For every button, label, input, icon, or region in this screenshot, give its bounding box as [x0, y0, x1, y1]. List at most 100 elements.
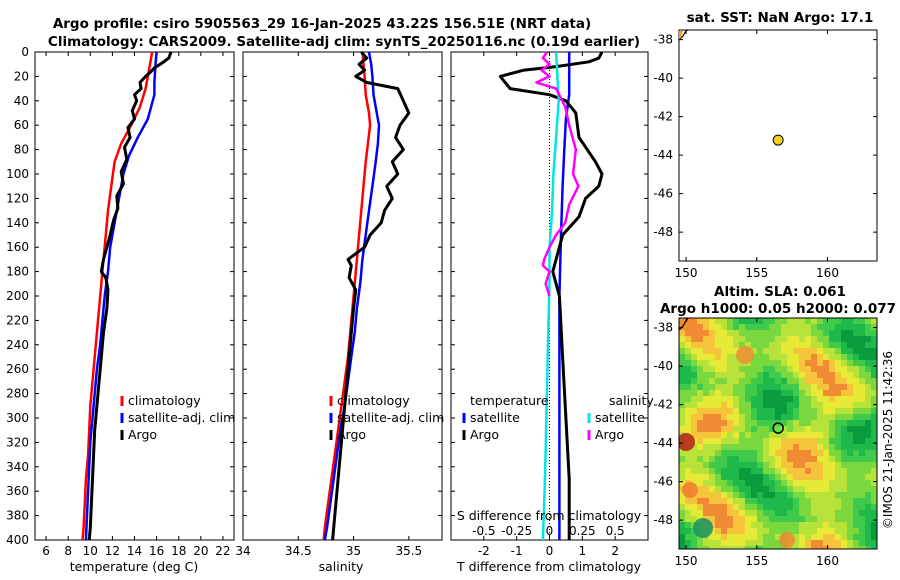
heatmap-cell — [679, 342, 685, 348]
heatmap-cell — [703, 426, 709, 432]
heatmap-cell — [871, 498, 877, 504]
heatmap-cell — [757, 480, 763, 486]
heatmap-cell — [697, 378, 703, 384]
top-tick-label: -0.5 — [472, 524, 495, 538]
heatmap-cell — [871, 444, 877, 450]
heatmap-cell — [811, 462, 817, 468]
heatmap-cell — [727, 480, 733, 486]
heatmap-cell — [787, 354, 793, 360]
heatmap-cell — [709, 432, 715, 438]
heatmap-cell — [835, 426, 841, 432]
heatmap-cell — [823, 546, 829, 549]
heatmap-cell — [685, 348, 691, 354]
heatmap-cell — [733, 414, 739, 420]
y-tick-label: 340 — [6, 460, 29, 474]
series-line-climatology — [322, 51, 372, 541]
heatmap-cell — [763, 360, 769, 366]
heatmap-cell — [697, 414, 703, 420]
heatmap-cell — [739, 462, 745, 468]
heatmap-cell — [715, 450, 721, 456]
heatmap-cell — [811, 522, 817, 528]
heatmap-cell — [793, 348, 799, 354]
heatmap-cell — [709, 456, 715, 462]
heatmap-cell — [721, 354, 727, 360]
heatmap-cell — [817, 426, 823, 432]
heatmap-cell — [787, 522, 793, 528]
heatmap-cell — [829, 396, 835, 402]
heatmap-cell — [847, 414, 853, 420]
heatmap-cell — [787, 474, 793, 480]
heatmap-cell — [739, 456, 745, 462]
heatmap-cell — [751, 504, 757, 510]
heatmap-cell — [805, 324, 811, 330]
heatmap-cell — [793, 468, 799, 474]
salinity-xlabel: salinity — [319, 559, 364, 574]
heatmap-cell — [781, 396, 787, 402]
heatmap-cell — [847, 474, 853, 480]
heatmap-cell — [805, 468, 811, 474]
heatmap-cell — [805, 402, 811, 408]
heatmap-cell — [685, 336, 691, 342]
heatmap-cell — [853, 510, 859, 516]
heatmap-cell — [841, 330, 847, 336]
heatmap-cell — [817, 546, 823, 549]
heatmap-cell — [799, 492, 805, 498]
heatmap-cell — [835, 540, 841, 546]
heatmap-cell — [823, 444, 829, 450]
heatmap-cell — [853, 456, 859, 462]
heatmap-cell — [685, 366, 691, 372]
heatmap-cell — [739, 444, 745, 450]
heatmap-cell — [871, 462, 877, 468]
heatmap-cell — [787, 384, 793, 390]
heatmap-cell — [793, 432, 799, 438]
y-tick-label: 120 — [6, 191, 29, 205]
heatmap-cell — [751, 450, 757, 456]
heatmap-cell — [847, 528, 853, 534]
heatmap-cell — [745, 342, 751, 348]
x-tick-label: 6 — [42, 544, 50, 558]
heatmap-cell — [781, 354, 787, 360]
heatmap-cell — [685, 354, 691, 360]
heatmap-cell — [697, 384, 703, 390]
heatmap-cell — [781, 390, 787, 396]
heatmap-cell — [799, 384, 805, 390]
heatmap-cell — [811, 360, 817, 366]
y-tick-label: 220 — [6, 313, 29, 327]
heatmap-cell — [841, 432, 847, 438]
heatmap-cell — [751, 522, 757, 528]
heatmap-cell — [829, 318, 835, 324]
heatmap-cell — [847, 408, 853, 414]
heatmap-cell — [805, 450, 811, 456]
heatmap-cell — [745, 426, 751, 432]
heatmap-cell — [841, 474, 847, 480]
heatmap-cell — [859, 438, 865, 444]
heatmap-cell — [781, 408, 787, 414]
heatmap-cell — [679, 456, 685, 462]
heatmap-cell — [781, 414, 787, 420]
heatmap-cell — [745, 486, 751, 492]
heatmap-cell — [841, 360, 847, 366]
heatmap-cell — [859, 504, 865, 510]
heatmap-cell — [769, 426, 775, 432]
map-frame — [678, 317, 878, 550]
heatmap-cell — [787, 528, 793, 534]
heatmap-cell — [787, 498, 793, 504]
heatmap-cell — [835, 444, 841, 450]
heatmap-cell — [763, 492, 769, 498]
heatmap-cell — [709, 486, 715, 492]
heatmap-cell — [793, 498, 799, 504]
heatmap-cell — [835, 336, 841, 342]
heatmap-cell — [715, 402, 721, 408]
heatmap-cell — [709, 324, 715, 330]
heatmap-cell — [853, 348, 859, 354]
heatmap-cell — [805, 342, 811, 348]
heatmap-cell — [811, 378, 817, 384]
heatmap-cell — [823, 402, 829, 408]
heatmap-cell — [733, 318, 739, 324]
heatmap-cell — [781, 498, 787, 504]
heatmap-cell — [799, 498, 805, 504]
heatmap-cell — [847, 318, 853, 324]
heatmap-cell — [781, 516, 787, 522]
heatmap-cell — [679, 492, 685, 498]
heatmap-cell — [853, 318, 859, 324]
